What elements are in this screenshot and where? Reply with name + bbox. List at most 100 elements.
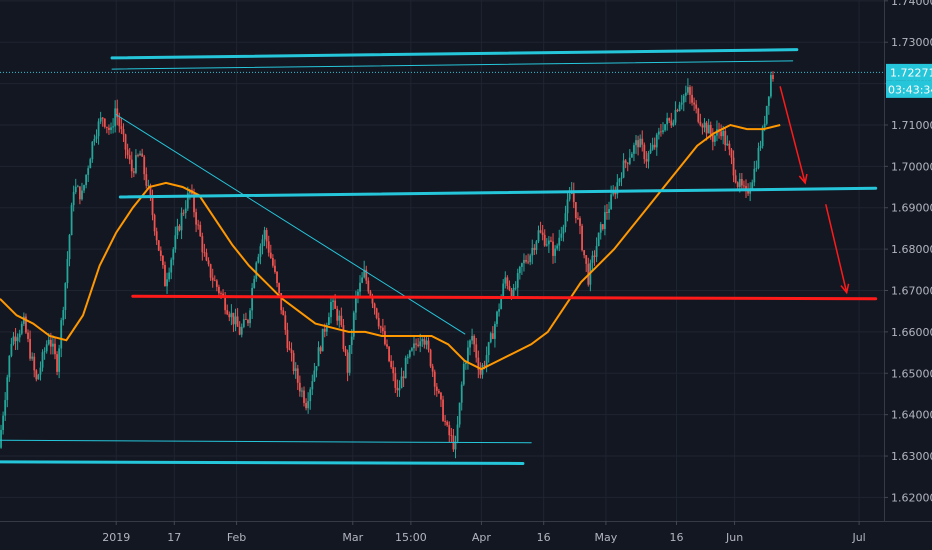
candle-body — [454, 441, 457, 450]
time-axis[interactable]: 2019 17 Feb Mar 15:00 Apr 16 May 16 Jun Jul — [102, 521, 866, 544]
candle-body — [462, 363, 465, 385]
candle-body — [446, 421, 449, 426]
candle-body — [599, 224, 602, 233]
candle-body — [552, 241, 554, 256]
candle-body — [695, 104, 698, 109]
candle-body — [170, 259, 173, 273]
candle-body — [396, 387, 399, 391]
candle-body — [691, 94, 693, 103]
candle-body — [386, 344, 388, 347]
candle-body — [402, 376, 405, 379]
candle-body — [41, 352, 44, 368]
candle-body — [473, 335, 476, 345]
trend-line[interactable] — [131, 294, 878, 301]
candle-body — [612, 191, 615, 195]
arrow-line[interactable] — [825, 204, 848, 294]
candle-body — [222, 293, 224, 297]
candle-body — [408, 350, 411, 357]
candle-body — [595, 246, 598, 257]
candle-body — [245, 319, 247, 320]
candle-body — [91, 141, 94, 160]
candle-body — [159, 250, 162, 256]
y-tick-label: 1.71000 — [891, 119, 932, 132]
candle-body — [236, 316, 239, 327]
candle-body — [330, 301, 332, 318]
candle-body — [643, 144, 646, 160]
candle-body — [224, 296, 227, 311]
candle-body — [647, 153, 650, 162]
x-tick-label: 16 — [537, 531, 551, 544]
candle-body — [257, 256, 260, 263]
candle-body — [14, 336, 17, 342]
countdown-badge: 03:43:34 — [886, 80, 932, 98]
candle-body — [226, 310, 229, 315]
candle-body — [74, 186, 77, 193]
candle-body — [500, 296, 503, 310]
candle-body — [336, 308, 339, 321]
candle-body — [186, 193, 189, 209]
candle-body — [211, 277, 214, 281]
candle-body — [506, 277, 509, 287]
candle-body — [413, 343, 415, 349]
arrow-line[interactable] — [779, 86, 806, 184]
candle-body — [284, 315, 287, 330]
candle-body — [66, 259, 69, 284]
candle-body — [639, 138, 642, 148]
x-tick-label: May — [595, 531, 618, 544]
candle-body — [398, 388, 401, 391]
candle-body — [415, 343, 417, 345]
candle-body — [182, 212, 185, 214]
y-tick-label: 1.69000 — [891, 202, 932, 215]
candle-body — [390, 361, 393, 368]
candle-body — [311, 381, 314, 390]
candle-body — [25, 316, 27, 333]
trend-line[interactable] — [0, 460, 525, 465]
candle-body — [315, 366, 318, 371]
candle-body — [298, 382, 301, 392]
candle-body — [533, 247, 536, 251]
candle-body — [363, 269, 366, 278]
candle-body — [321, 328, 324, 352]
candle-body — [332, 300, 334, 302]
countdown-label: 03:43:34 — [888, 83, 932, 96]
candle-body — [325, 324, 328, 332]
candle-body — [518, 266, 521, 274]
candle-body — [338, 315, 341, 321]
trend-line[interactable] — [0, 439, 532, 444]
candle-body — [724, 130, 727, 146]
candle-body — [68, 235, 71, 260]
candle-body — [269, 252, 272, 258]
candle-body — [539, 230, 542, 233]
candle-body — [608, 209, 610, 214]
candle-body — [562, 227, 565, 234]
candle-body — [64, 283, 67, 311]
candle-body — [577, 218, 579, 219]
candle-body — [234, 316, 237, 325]
candle-body — [149, 185, 152, 198]
candle-body — [693, 102, 696, 105]
candle-body — [701, 125, 704, 128]
candle-body — [135, 155, 137, 173]
candle-body — [755, 168, 758, 169]
candle-body — [479, 369, 482, 375]
candle-body — [205, 252, 208, 261]
candle-body — [425, 340, 428, 345]
candle-body — [377, 317, 380, 327]
candle-body — [583, 250, 586, 256]
trend-line[interactable] — [118, 186, 878, 199]
y-tick-label: 1.70000 — [891, 160, 932, 173]
candle-body — [660, 131, 662, 133]
candle-body — [174, 235, 177, 250]
candle-body — [485, 355, 488, 366]
candle-body — [147, 185, 150, 187]
candle-body — [180, 212, 183, 231]
candle-body — [8, 355, 11, 378]
candle-body — [450, 435, 453, 436]
candle-body — [477, 357, 480, 370]
trend-line[interactable] — [110, 48, 799, 60]
trend-line[interactable] — [111, 60, 794, 70]
candle-body — [765, 105, 768, 124]
candle-body — [4, 400, 7, 416]
candle-body — [469, 340, 471, 348]
